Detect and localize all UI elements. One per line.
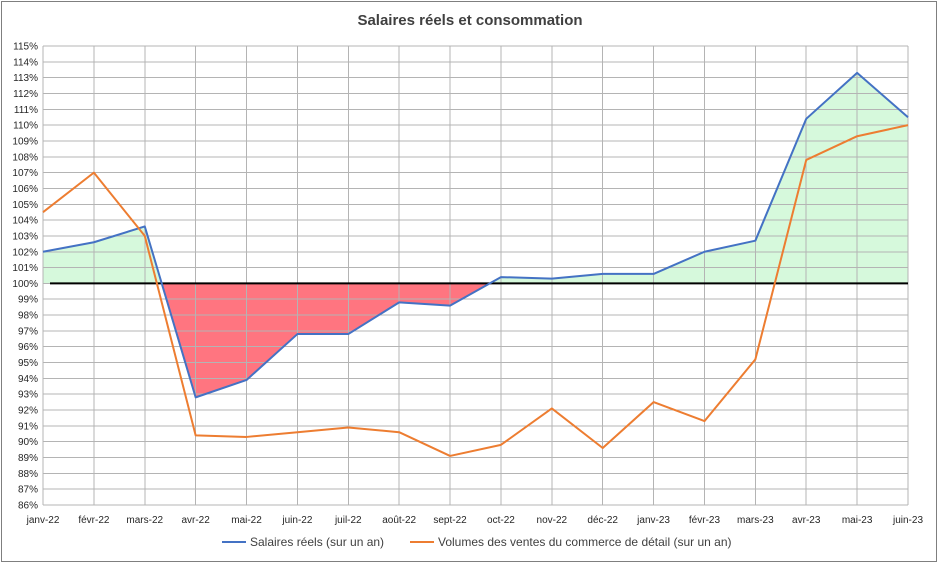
y-tick-label: 98% (18, 311, 38, 322)
x-tick-label: mars-22 (126, 515, 163, 526)
x-tick-label: juil-22 (334, 515, 362, 526)
series-lines (42, 71, 909, 457)
y-tick-label: 113% (13, 73, 38, 84)
y-tick-label: 104% (12, 216, 38, 227)
x-tick-label: févr-23 (689, 515, 721, 526)
y-tick-label: 90% (18, 437, 38, 448)
y-tick-label: 106% (12, 184, 38, 195)
x-tick-label: sept-22 (433, 515, 467, 526)
y-tick-label: 101% (12, 263, 38, 274)
legend-label-2: Volumes des ventes du commerce de détail… (438, 535, 731, 549)
y-tick-label: 93% (18, 390, 38, 401)
y-tick-label: 115% (13, 42, 38, 53)
difference-fill-area (43, 72, 908, 398)
y-tick-label: 102% (12, 247, 38, 258)
x-tick-label: déc-22 (587, 515, 618, 526)
x-tick-label: avr-22 (181, 515, 210, 526)
fill-above-100 (489, 72, 908, 284)
x-tick-label: juin-23 (892, 515, 923, 526)
y-tick-label: 103% (12, 231, 38, 242)
y-tick-label: 111% (14, 105, 38, 116)
y-tick-label: 114% (13, 57, 38, 68)
y-tick-label: 88% (18, 469, 38, 480)
y-tick-label: 109% (12, 136, 38, 147)
y-tick-label: 92% (18, 406, 38, 417)
y-tick-label: 91% (18, 421, 38, 432)
y-tick-label: 112% (13, 89, 38, 100)
x-tick-label: mai-23 (842, 515, 873, 526)
y-tick-label: 99% (18, 295, 38, 306)
series-line-1 (42, 71, 909, 399)
x-tick-label: mars-23 (737, 515, 774, 526)
y-tick-label: 97% (18, 326, 38, 337)
y-tick-label: 110% (13, 121, 38, 132)
fill-above-100 (43, 226, 162, 284)
x-tick-label: janv-22 (26, 515, 60, 526)
chart-title: Salaires réels et consommation (357, 12, 582, 29)
fill-below-100 (161, 283, 490, 398)
x-tick-label: nov-22 (537, 515, 568, 526)
y-tick-label: 86% (18, 501, 38, 512)
legend-label-1: Salaires réels (sur un an) (250, 535, 384, 549)
gridlines (42, 45, 909, 506)
x-tick-label: oct-22 (487, 515, 515, 526)
legend: Salaires réels (sur un an) Volumes des ve… (222, 535, 731, 549)
x-axis-tick-labels: janv-22 févr-22 mars-22 avr-22 mai-22 juin-22… (26, 515, 924, 526)
y-axis-tick-labels: 86% 87% 88% 89% 90% 91% 92% 93% 94% 95% 96% 97% 98% 9… (12, 42, 38, 512)
y-tick-label: 87% (18, 485, 38, 496)
y-tick-label: 107% (12, 168, 38, 179)
y-tick-label: 94% (18, 374, 38, 385)
y-tick-label: 96% (18, 342, 38, 353)
y-tick-label: 95% (18, 358, 38, 369)
y-tick-label: 105% (12, 200, 38, 211)
y-tick-label: 89% (18, 453, 38, 464)
x-tick-label: août-22 (382, 515, 416, 526)
series-line-2 (42, 124, 909, 457)
y-tick-label: 108% (12, 152, 38, 163)
x-tick-label: mai-22 (231, 515, 262, 526)
x-tick-label: févr-22 (78, 515, 110, 526)
x-tick-label: juin-22 (281, 515, 312, 526)
x-tick-label: avr-23 (792, 515, 821, 526)
x-tick-label: janv-23 (636, 515, 670, 526)
y-tick-label: 100% (12, 279, 38, 290)
